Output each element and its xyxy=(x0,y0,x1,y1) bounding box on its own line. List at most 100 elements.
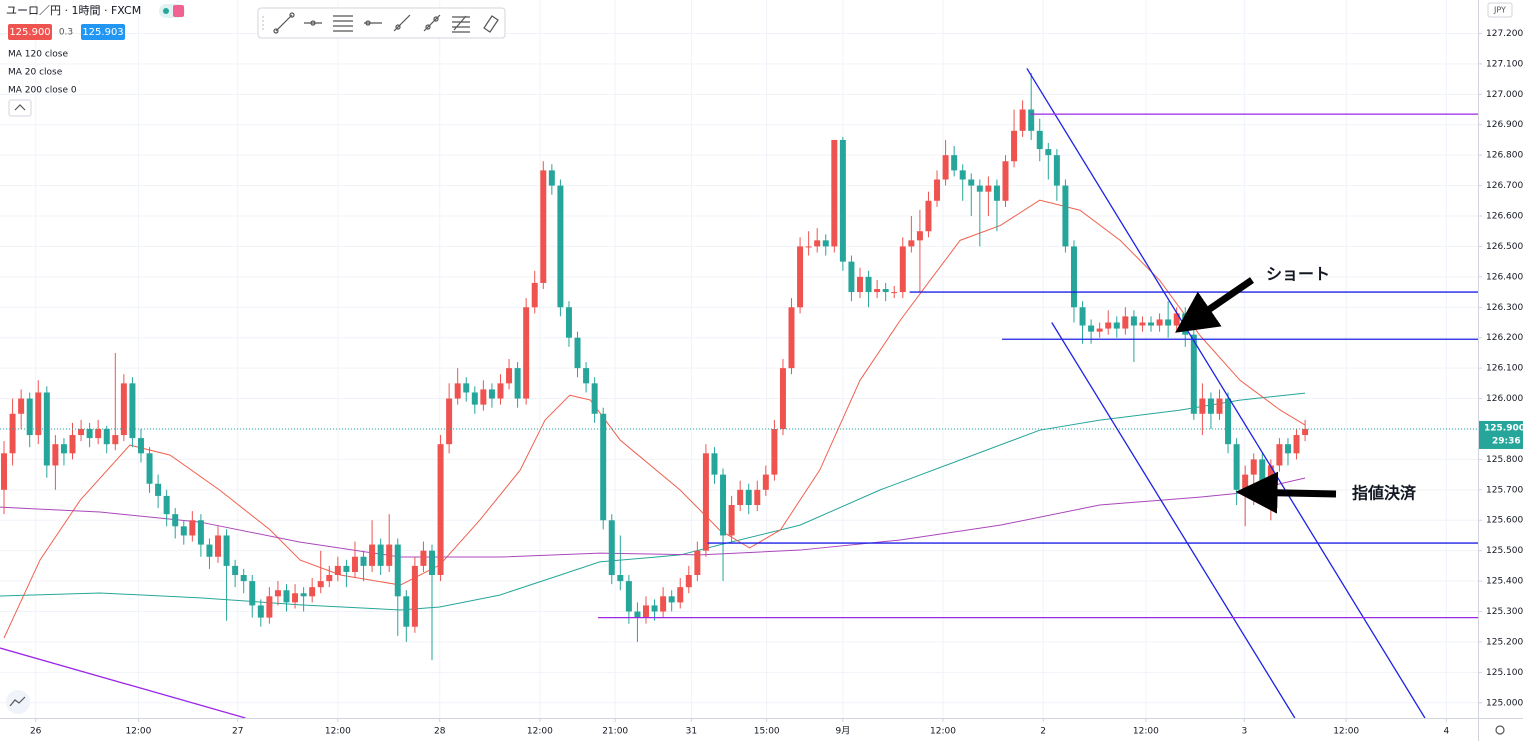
countdown: 29:36 xyxy=(1492,436,1521,446)
candle-body xyxy=(488,389,495,399)
candle-body xyxy=(197,520,204,545)
candle-body xyxy=(779,368,786,429)
x-tick-label: 12:00 xyxy=(527,727,553,737)
candle-body xyxy=(1,453,8,490)
candle-body xyxy=(223,535,230,566)
candle-body xyxy=(206,544,213,557)
legend-ma200: MA 200 close 0 xyxy=(8,86,77,96)
candle-body xyxy=(1011,130,1018,162)
candle-body xyxy=(916,231,923,241)
candle-body xyxy=(814,240,821,247)
y-tick-label: 126.700 xyxy=(1486,181,1523,191)
plot xyxy=(0,68,1478,718)
y-tick-label: 126.900 xyxy=(1486,120,1523,130)
candle-body xyxy=(899,246,906,293)
candle-body xyxy=(925,200,932,232)
candle-body xyxy=(1088,325,1095,332)
tool-hline[interactable] xyxy=(364,20,382,26)
candle-body xyxy=(1293,435,1300,454)
x-tick-label: 12:00 xyxy=(1133,727,1159,737)
candle-body xyxy=(26,398,33,436)
tool-ray[interactable] xyxy=(393,14,411,32)
candle-body xyxy=(711,453,718,475)
candle-body xyxy=(865,276,872,293)
candle-body xyxy=(651,605,658,612)
candle-body xyxy=(1250,459,1257,475)
candle-body xyxy=(360,556,367,566)
candle-body xyxy=(43,392,50,466)
candle-body xyxy=(548,170,555,186)
logo-icon xyxy=(9,696,26,707)
candle-body xyxy=(471,392,478,405)
candle-body xyxy=(600,413,607,521)
candle-body xyxy=(1028,109,1035,131)
candle-body xyxy=(694,550,701,576)
candle-body xyxy=(437,444,444,576)
candle-body xyxy=(737,489,744,506)
tool-extended[interactable] xyxy=(423,14,441,32)
tool-trendline[interactable] xyxy=(273,12,295,34)
candle-body xyxy=(1225,398,1232,445)
candle-body xyxy=(351,556,358,572)
candle-body xyxy=(951,155,958,171)
axes: 125.000 125.100 125.200 125.300 125.400 125.5… xyxy=(30,29,1523,737)
candle-body xyxy=(1019,109,1026,131)
candle-body xyxy=(788,307,795,369)
arrow-limit xyxy=(1235,471,1337,514)
candle-body xyxy=(446,398,453,445)
tool-fib[interactable] xyxy=(452,15,470,33)
candle-body xyxy=(702,453,709,551)
candle-body xyxy=(728,505,735,536)
candle-body xyxy=(1276,444,1283,466)
y-tick-label: 125.700 xyxy=(1486,485,1523,495)
candle-body xyxy=(976,185,983,192)
candle-body xyxy=(574,337,581,369)
candle-body xyxy=(856,276,863,293)
candle-body xyxy=(326,575,333,582)
y-tick-label: 125.200 xyxy=(1486,637,1523,647)
candle-body xyxy=(69,435,76,454)
candle-body xyxy=(146,453,153,484)
tool-eraser[interactable] xyxy=(483,15,499,33)
tool-hray[interactable] xyxy=(304,20,322,26)
candle-body xyxy=(334,565,341,576)
x-tick-label: 27 xyxy=(232,727,243,737)
ask: 125.903 xyxy=(82,27,123,38)
y-tick-label: 126.800 xyxy=(1486,151,1523,161)
x-tick-label: 2 xyxy=(1040,727,1046,737)
candle-body xyxy=(163,495,170,515)
candle-body xyxy=(1062,185,1069,247)
candle-body xyxy=(249,581,256,606)
candle-body xyxy=(891,292,898,294)
collapse-button[interactable] xyxy=(8,99,32,117)
candle-body xyxy=(120,383,127,436)
candle-body xyxy=(300,593,307,597)
bid-badge xyxy=(8,24,52,40)
candle-body xyxy=(1079,307,1086,326)
candle-body xyxy=(1216,398,1223,414)
status-dot xyxy=(163,8,169,14)
candle-body xyxy=(762,474,769,490)
candle-body xyxy=(232,565,239,576)
currency: JPY xyxy=(1493,6,1506,15)
tool-parallel[interactable] xyxy=(333,15,353,32)
candle-body xyxy=(540,170,547,283)
candle-body xyxy=(1002,161,1009,201)
candle-body xyxy=(403,596,410,627)
candle-body xyxy=(1302,428,1309,436)
candle-body xyxy=(1096,328,1103,332)
x-tick-label: 4 xyxy=(1443,727,1449,737)
candle-body xyxy=(848,261,855,293)
candle-body xyxy=(565,307,572,338)
candle-body xyxy=(625,581,632,612)
y-tick-label: 125.300 xyxy=(1486,607,1523,617)
ma-line xyxy=(3,199,1306,639)
currency-box xyxy=(1487,2,1513,18)
y-tick-label: 125.600 xyxy=(1486,516,1523,526)
candle-body xyxy=(35,392,42,436)
candle-body xyxy=(882,289,889,293)
candle-body xyxy=(394,544,401,597)
x-tick-label: 26 xyxy=(30,727,42,737)
candle-body xyxy=(1122,316,1129,329)
settings-icon[interactable] xyxy=(1495,725,1505,735)
